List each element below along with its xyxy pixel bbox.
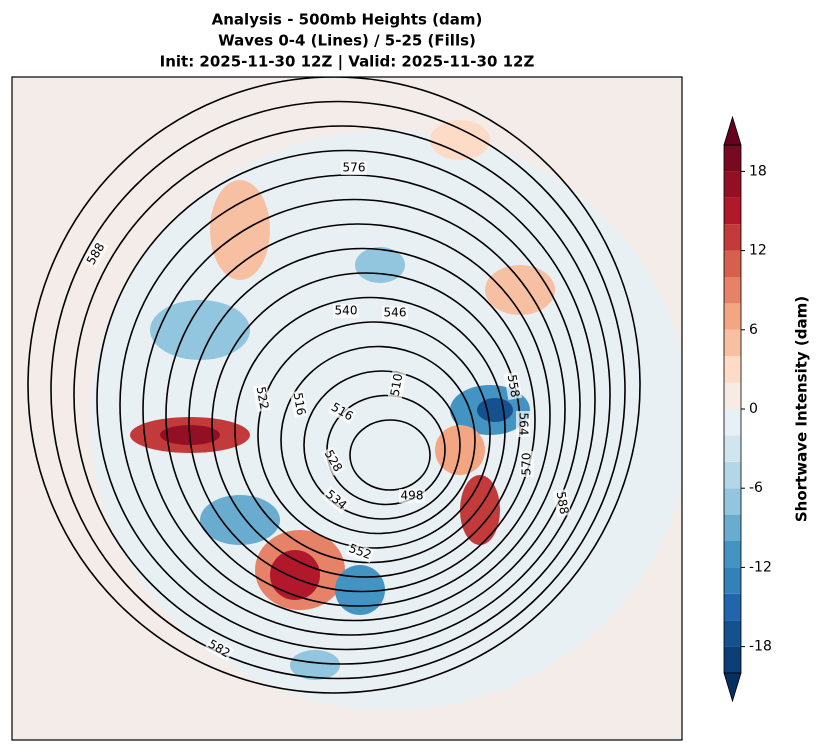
colorbar-segment xyxy=(724,514,741,541)
contour-line xyxy=(142,198,566,622)
contour-label-bg xyxy=(399,489,425,503)
contour-label-bg xyxy=(320,446,346,476)
subtitle: Waves 0-4 (Lines) / 5-25 (Fills) xyxy=(218,32,476,50)
contour-label: 558 xyxy=(505,373,523,398)
contour-label-bg xyxy=(204,636,234,662)
colorbar-segment xyxy=(724,567,741,594)
colorbar-tick-label: 0 xyxy=(749,401,758,417)
colorbar-segment xyxy=(724,382,741,409)
colorbar-segment xyxy=(724,329,741,357)
map xyxy=(12,77,682,740)
contour-label-bg xyxy=(252,383,272,413)
colorbar-label: Shortwave Intensity (dam) xyxy=(793,296,811,522)
colorbar-segment xyxy=(724,250,741,277)
contour-label-bg xyxy=(333,304,359,318)
colorbar-tick-label: -6 xyxy=(749,480,763,496)
contour-label: 516 xyxy=(291,391,309,416)
contour-line xyxy=(27,77,641,694)
colorbar-segment xyxy=(724,541,741,568)
colorbar-segment xyxy=(724,303,741,330)
colorbar-segment xyxy=(724,488,741,515)
contour-label: 540 xyxy=(335,304,358,318)
contour-label: 522 xyxy=(254,385,272,410)
colorbar-tick-label: -18 xyxy=(749,639,772,655)
fill-region xyxy=(485,265,555,315)
fill-region xyxy=(210,180,270,280)
fill-region xyxy=(270,550,320,600)
colorbar-segment xyxy=(724,461,741,489)
contour-line xyxy=(257,321,491,549)
fill-region xyxy=(430,120,490,160)
contours xyxy=(27,77,641,694)
contour-label-bg xyxy=(327,399,357,425)
colorbar-segment xyxy=(724,409,741,436)
fill-region xyxy=(200,495,280,545)
fill-region xyxy=(477,398,513,422)
contour-label: 546 xyxy=(384,306,407,320)
contour-label: 576 xyxy=(343,161,366,175)
contour-label-bg xyxy=(83,239,109,269)
colorbar-extend xyxy=(723,672,742,703)
fill-region xyxy=(290,650,340,680)
contour-label-bg xyxy=(503,371,523,401)
colorbar-segment xyxy=(724,646,741,673)
contour-line xyxy=(96,149,596,651)
contour-line xyxy=(50,100,626,680)
contour-line xyxy=(280,345,476,535)
colorbar-tick-label: -12 xyxy=(749,559,772,575)
contour-label-bg xyxy=(516,411,530,437)
colorbar-segment xyxy=(724,435,741,462)
colorbar-segment xyxy=(724,277,741,304)
colorbar-segment xyxy=(724,171,741,198)
fill-region xyxy=(150,300,250,360)
colorbar-tick-label: 12 xyxy=(749,243,767,259)
fill-region xyxy=(460,475,500,545)
contour-label-bg xyxy=(520,451,534,477)
colorbar-segment xyxy=(724,224,741,251)
contour-line xyxy=(165,223,551,607)
contour-label-bg xyxy=(382,306,408,320)
colorbar-tick-label: 6 xyxy=(749,322,758,338)
contour-label: 510 xyxy=(388,372,406,397)
colorbar-segment xyxy=(724,593,741,621)
contour-line xyxy=(303,370,461,520)
contour-label: 564 xyxy=(517,413,531,436)
contour-line xyxy=(188,247,536,593)
fill-region xyxy=(355,247,405,283)
contour-line xyxy=(349,419,431,491)
contour-line xyxy=(73,125,611,665)
colorbar-segment xyxy=(724,197,741,225)
contour-label: 588 xyxy=(554,490,572,515)
subtitle: Init: 2025-11-30 12Z | Valid: 2025-11-30… xyxy=(160,53,535,72)
contour-label: 570 xyxy=(520,453,534,476)
colorbar-segment xyxy=(724,620,741,647)
contour-label-bg xyxy=(552,488,572,518)
contour-label-bg xyxy=(321,486,351,514)
colorbar-tick-label: 18 xyxy=(749,163,767,179)
title: Analysis - 500mb Heights (dam) xyxy=(212,11,483,29)
colorbar-segment xyxy=(724,356,741,383)
contour-label-bg xyxy=(387,370,407,400)
map-frame xyxy=(11,76,683,741)
colorbar-extend xyxy=(723,115,742,146)
contour-label-bg xyxy=(341,161,367,175)
colorbar: -18 -12 -6 0 6 12 18 xyxy=(723,115,772,703)
contour-label-bg xyxy=(345,540,375,564)
contour-label-bg xyxy=(289,389,309,419)
colorbar-segment xyxy=(724,145,741,172)
contour-label: 498 xyxy=(401,489,424,503)
